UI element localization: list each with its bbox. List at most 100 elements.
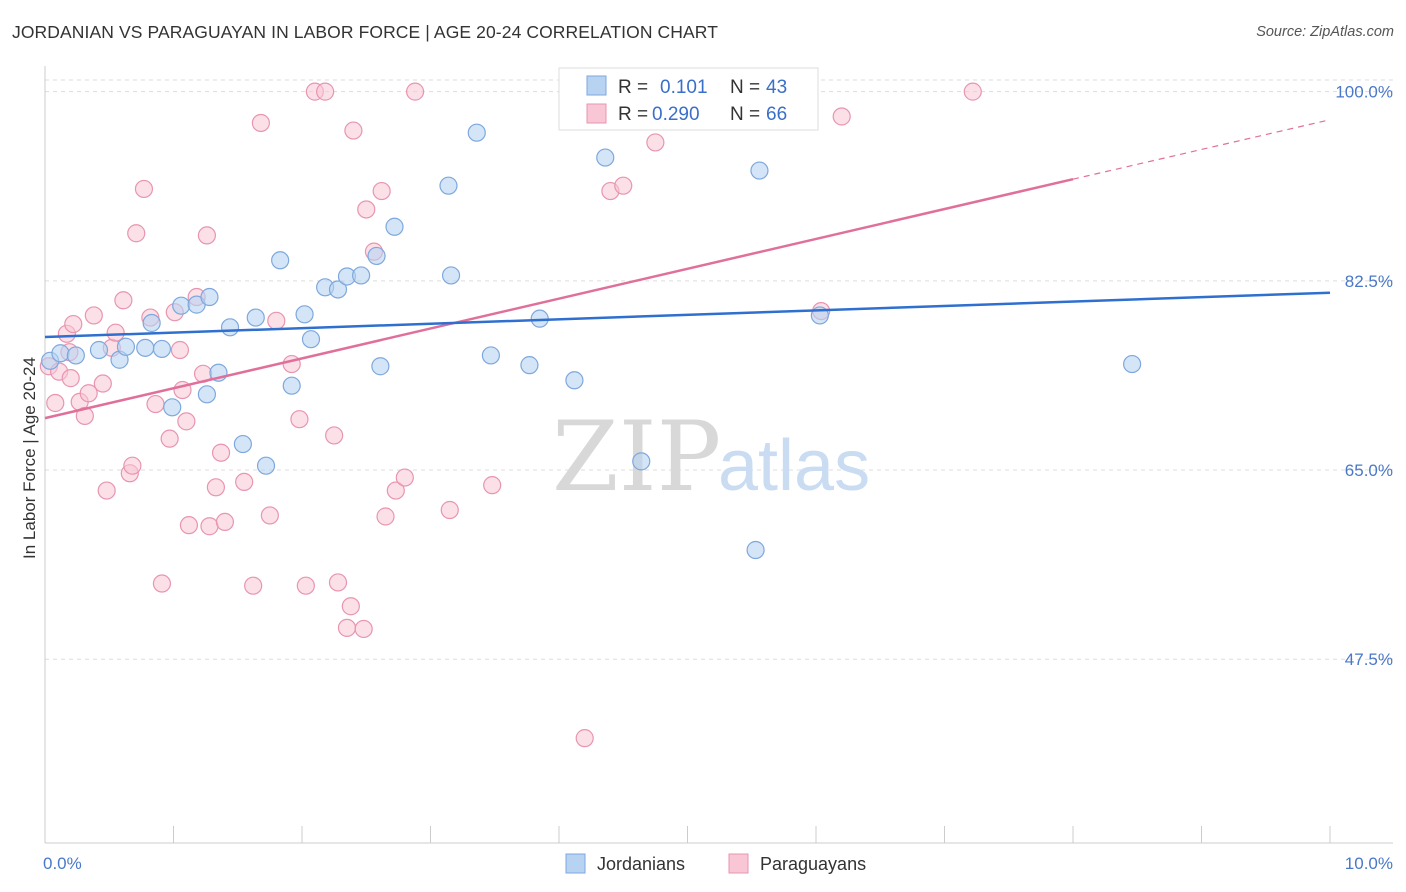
legend-n-value-2: 66 — [766, 104, 787, 125]
jordanians-point-24 — [328, 280, 348, 299]
legend-n-label-2: N = — [730, 104, 760, 125]
paraguayans-point-58 — [405, 82, 425, 101]
paraguayans-point-5 — [61, 369, 80, 388]
paraguayans-point-23 — [160, 429, 179, 448]
jordanians-point-27 — [367, 246, 386, 266]
jordanians-point-39 — [746, 540, 765, 560]
paraguayans-point-35 — [215, 512, 234, 532]
legend-n-label-1: N = — [730, 77, 760, 98]
paraguayans-point-46 — [325, 426, 344, 445]
paraguayans-points — [39, 82, 982, 748]
paraguayans-point-12 — [97, 481, 116, 500]
paraguayans-point-8 — [75, 406, 94, 426]
jordanians-point-32 — [467, 123, 486, 142]
legend-r-value-2: 0.290 — [652, 104, 700, 125]
bottom-legend-swatch-jordanians — [565, 853, 586, 874]
legend-swatch-blue — [586, 75, 607, 96]
paraguayans-point-47 — [328, 573, 348, 592]
paraguayans-point-33 — [206, 478, 226, 497]
legend-swatch-pink — [586, 103, 607, 124]
paraguayans-point-64 — [646, 133, 665, 152]
paraguayans-point-45 — [316, 82, 335, 101]
jordanians-point-34 — [520, 356, 539, 375]
jordanians-point-30 — [439, 176, 458, 195]
paraguayans-point-38 — [251, 113, 270, 133]
paraguayans-point-54 — [372, 181, 391, 201]
jordanians-point-20 — [282, 376, 301, 395]
paraguayans-point-50 — [344, 121, 363, 140]
legend-r-label-1: R = — [618, 77, 648, 98]
jordanians-point-17 — [246, 308, 265, 327]
y-tick-label-1: 65.0% — [1345, 461, 1393, 480]
paraguayans-point-66 — [832, 107, 851, 126]
paraguayans-point-61 — [575, 729, 594, 748]
legend-r-label-2: R = — [618, 104, 648, 125]
source-label: Source: ZipAtlas.com — [1256, 24, 1394, 40]
jordanians-point-29 — [385, 217, 404, 236]
paraguayans-point-10 — [84, 306, 103, 325]
legend-n-value-1: 43 — [766, 77, 787, 98]
paraguayans-point-42 — [290, 410, 309, 429]
x-tick-labels: 0.0% 10.0% — [43, 854, 1393, 873]
paraguayans-point-39 — [260, 506, 279, 525]
paraguayans-point-67 — [963, 82, 982, 101]
x-tick-label-1: 10.0% — [1345, 854, 1393, 873]
paraguayans-point-17 — [123, 456, 142, 475]
y-tick-labels: 47.5% 65.0% 82.5% 100.0% — [1335, 83, 1393, 670]
jordanians-point-10 — [172, 296, 191, 315]
jordanians-points — [41, 123, 1142, 560]
legend-r-value-1: 0.101 — [660, 77, 708, 98]
jordanians-point-22 — [301, 330, 321, 349]
paraguayans-point-59 — [440, 500, 459, 520]
y-tick-label-2: 82.5% — [1345, 272, 1393, 291]
paraguayans-point-32 — [200, 517, 219, 536]
trend-lines — [44, 119, 1331, 420]
paraguayans-point-31 — [197, 226, 217, 245]
jordanians-point-16 — [233, 434, 252, 454]
y-axis-title: In Labor Force | Age 20-24 — [20, 357, 39, 559]
paraguayans-point-55 — [376, 507, 395, 526]
jordanians-point-3 — [89, 340, 109, 360]
paraguayans-point-19 — [134, 179, 154, 199]
paraguayans-point-51 — [354, 619, 373, 639]
axes — [44, 66, 1393, 844]
paraguayans-point-18 — [127, 224, 146, 243]
jordanians-point-36 — [565, 371, 584, 390]
paraguayans-point-40 — [267, 311, 286, 330]
y-tick-label-0: 47.5% — [1345, 650, 1393, 669]
jordanians-point-38 — [632, 452, 651, 471]
legend-box: R = 0.101 N = 43 R = 0.290 N = 66 — [558, 67, 819, 131]
chart-title: JORDANIAN VS PARAGUAYAN IN LABOR FORCE |… — [12, 22, 718, 42]
jordanians-point-12 — [197, 385, 217, 404]
paraguayans-point-63 — [614, 176, 633, 195]
paraguayans-point-14 — [106, 323, 125, 342]
jordanians-point-6 — [136, 338, 155, 357]
jordanians-point-42 — [1123, 354, 1142, 374]
gridlines — [45, 79, 1393, 660]
paraguayans-trend-line — [44, 177, 1074, 420]
paraguayans-point-52 — [357, 200, 376, 219]
jordanians-point-37 — [596, 148, 615, 167]
paraguayans-point-25 — [170, 340, 190, 360]
paraguayans-point-28 — [179, 516, 199, 535]
jordanians-point-26 — [352, 266, 371, 285]
paraguayans-point-43 — [296, 576, 315, 595]
jordanians-point-7 — [142, 313, 161, 333]
jordanians-point-15 — [220, 318, 240, 337]
jordanians-trend-line — [44, 291, 1331, 339]
paraguayans-point-22 — [152, 574, 172, 593]
paraguayans-point-9 — [79, 384, 98, 403]
jordanians-point-21 — [295, 305, 314, 324]
paraguayans-trend-extension — [1072, 119, 1331, 180]
bottom-legend-swatch-paraguayans — [728, 853, 749, 874]
jordanians-point-19 — [271, 251, 290, 270]
paraguayans-point-57 — [395, 468, 414, 487]
paraguayans-point-6 — [64, 314, 83, 334]
jordanians-point-28 — [371, 357, 390, 376]
x-tick-label-0: 0.0% — [43, 854, 82, 873]
bottom-legend: Jordanians Paraguayans — [565, 853, 866, 874]
jordanians-point-2 — [66, 346, 85, 365]
paraguayans-point-48 — [337, 618, 357, 637]
jordanians-point-31 — [441, 266, 461, 285]
